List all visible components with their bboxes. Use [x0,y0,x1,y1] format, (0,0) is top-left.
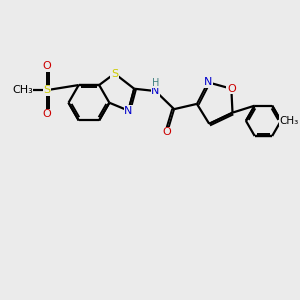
Text: O: O [227,84,236,94]
Text: S: S [111,68,118,79]
Text: O: O [42,61,51,71]
Text: O: O [42,110,51,119]
Text: CH₃: CH₃ [12,85,33,95]
Text: O: O [163,128,172,137]
Text: N: N [151,86,160,96]
Text: N: N [124,106,133,116]
Text: H: H [152,78,159,88]
Text: CH₃: CH₃ [279,116,298,126]
Text: N: N [204,77,212,87]
Text: S: S [43,85,50,95]
